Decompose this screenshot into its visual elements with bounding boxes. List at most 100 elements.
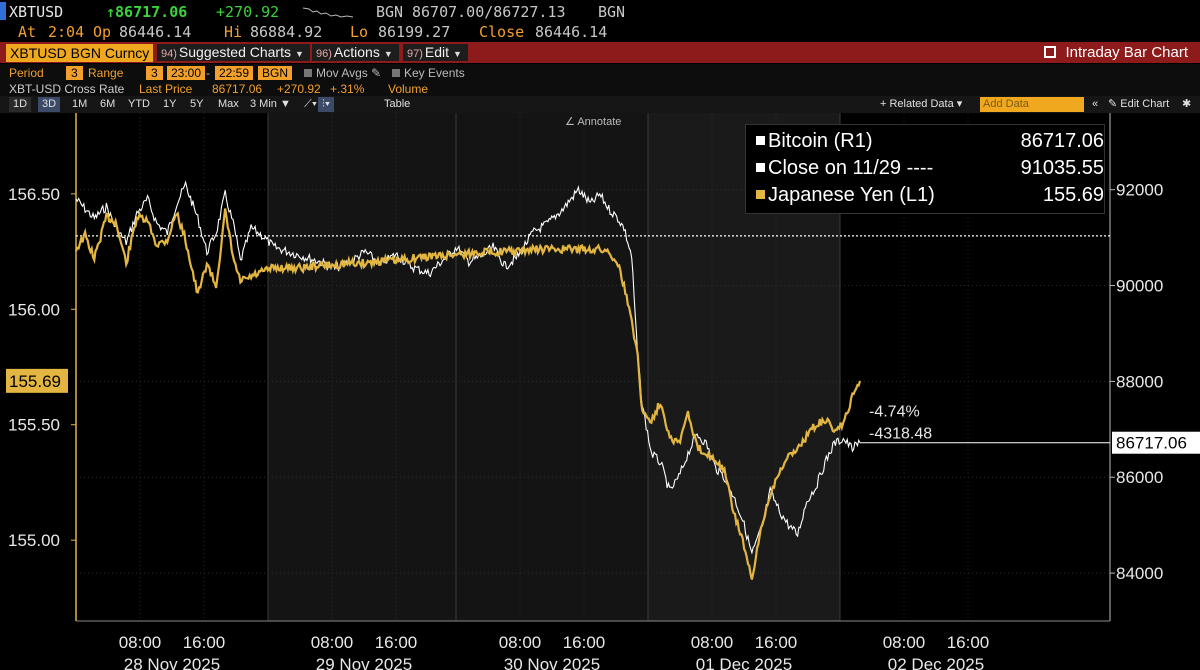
low-label: Lo [350, 23, 369, 41]
x-tick-label: 08:00 [691, 633, 734, 652]
menu-number: 96) [316, 48, 332, 60]
chevron-down-icon: ▼ [294, 49, 304, 59]
legend-item[interactable]: Close on 11/29 ---- 91035.55 [756, 157, 1104, 180]
mov-avgs-toggle[interactable]: Mov Avgs ✎ [304, 66, 381, 80]
high-label: Hi [224, 23, 243, 41]
chart-type-title[interactable]: Intraday Bar Chart [1044, 44, 1188, 61]
range-6m-button[interactable]: 6M [100, 98, 116, 110]
source-input[interactable]: BGN [258, 66, 293, 80]
range-to-input[interactable]: 22:59 [215, 66, 254, 80]
range-input[interactable]: 3 [146, 66, 163, 80]
period-input[interactable]: 3 [66, 66, 83, 80]
right-tick-label: 88000 [1116, 372, 1163, 391]
menu-label: Suggested Charts [178, 44, 291, 60]
interval-select[interactable]: 3 Min ▼ [250, 98, 291, 110]
last-price-label: Last Price [139, 82, 193, 96]
range-from-input[interactable]: 23:00 [167, 66, 206, 80]
ask-source: BGN [598, 3, 626, 21]
edit-chart-button[interactable]: ✎ Edit Chart [1104, 97, 1173, 112]
legend-value: 155.69 [1042, 184, 1104, 206]
range-5y-button[interactable]: 5Y [190, 98, 204, 110]
legend-label: Bitcoin (R1) [768, 130, 873, 152]
change-pct-label: -4.74% [869, 404, 920, 421]
candle-chart-icon[interactable]: ⫶▾ [318, 97, 335, 112]
add-data-input[interactable]: Add Data [980, 97, 1084, 112]
x-tick-label: 08:00 [311, 633, 354, 652]
range-1y-button[interactable]: 1Y [163, 98, 177, 110]
bitcoin-last-box [1112, 431, 1200, 454]
chart-type-label: Intraday Bar Chart [1065, 44, 1188, 61]
related-data-button[interactable]: + Related Data ▾ [880, 98, 963, 110]
period-label: Period [9, 66, 44, 80]
collapse-icon[interactable]: « [1092, 98, 1099, 110]
legend-swatch [756, 136, 765, 145]
range-1d-button[interactable]: 1D [9, 97, 32, 112]
date-label: 02 Dec 2025 [888, 655, 984, 670]
net-change: +270.92 [216, 3, 280, 21]
x-tick-label: 08:00 [119, 633, 162, 652]
pencil-icon: ∠ [565, 116, 575, 128]
legend-value: 91035.55 [1020, 157, 1104, 179]
security-color-marker [0, 2, 6, 20]
gear-icon[interactable]: ✱ [1182, 98, 1192, 110]
line-chart-icon[interactable]: ⟋▾ [304, 98, 318, 110]
x-tick-label: 16:00 [183, 633, 226, 652]
range-max-button[interactable]: Max [218, 98, 239, 110]
legend-value: 86717.06 [1020, 130, 1104, 152]
chart-area[interactable]: 156.50 156.00 155.50 155.00 92000 90000 88000 8… [0, 113, 1200, 670]
open-value: 86446.14 [119, 23, 192, 41]
wrench-icon: ✎ [1108, 98, 1118, 110]
legend-label: Japanese Yen (L1) [768, 184, 935, 206]
annotate-button[interactable]: ∠ Annotate [565, 115, 645, 129]
right-tick-label: 84000 [1116, 564, 1163, 583]
change-abs-label: -4318.48 [869, 426, 932, 443]
range-label: Range [88, 66, 124, 80]
bid-source: BGN [376, 3, 404, 21]
suggested-charts-menu[interactable]: 94) Suggested Charts ▼ [157, 44, 310, 61]
info-row: XBT-USD Cross Rate Last Price 86717.06 +… [0, 82, 1200, 96]
last-price: ↑86717.06 [106, 3, 188, 21]
external-link-icon [1044, 46, 1057, 58]
right-tick-label: 90000 [1116, 277, 1163, 296]
chevron-down-icon: ▼ [453, 49, 462, 59]
x-tick-label: 16:00 [947, 633, 990, 652]
table-button[interactable]: Table [384, 98, 411, 110]
command-toolbar: XBTUSD BGN Curncy 94) Suggested Charts ▼ 9… [0, 42, 1200, 63]
actions-menu[interactable]: 96) Actions ▼ [312, 44, 399, 61]
legend-item[interactable]: Bitcoin (R1) 86717.06 [756, 130, 1104, 153]
security-field[interactable]: XBTUSD BGN Curncy [6, 44, 154, 62]
range-3d-button[interactable]: 3D [38, 97, 61, 112]
edit-menu[interactable]: 97) Edit ▼ [403, 44, 468, 61]
info-pct-change: +.31% [330, 82, 365, 96]
legend-label: Close on 11/29 ---- [768, 157, 934, 179]
right-tick-label: 92000 [1116, 181, 1163, 200]
legend-item[interactable]: Japanese Yen (L1) 155.69 [756, 184, 1104, 207]
range-ytd-button[interactable]: YTD [128, 98, 150, 110]
range-bar: 1D 3D 1M 6M YTD 1Y 5Y Max 3 Min ▼ ⟋▾ ⫶▾ … [0, 96, 1200, 113]
left-tick-label: 156.00 [8, 300, 60, 319]
x-tick-label: 16:00 [375, 633, 418, 652]
close-label: Close [479, 23, 525, 41]
key-events-toggle[interactable]: Key Events [392, 66, 465, 80]
bitcoin-last-label: 86717.06 [1116, 434, 1187, 453]
instrument-name: XBT-USD Cross Rate [9, 82, 125, 96]
checkbox-icon [304, 69, 312, 77]
info-last-price: 86717.06 [212, 82, 263, 96]
annotate-label: Annotate [577, 116, 622, 128]
key-events-label: Key Events [404, 66, 465, 80]
left-tick-label: 156.50 [8, 185, 60, 204]
volume-label: Volume [388, 82, 429, 96]
legend-swatch [756, 190, 765, 199]
menu-number: 97) [407, 48, 423, 60]
x-tick-label: 08:00 [499, 633, 542, 652]
chart-svg: 156.50 156.00 155.50 155.00 92000 90000 88000 8… [6, 113, 1200, 670]
range-1m-button[interactable]: 1M [72, 98, 88, 110]
high-value: 86884.92 [250, 23, 323, 41]
ticker[interactable]: XBTUSD [9, 3, 64, 21]
weekend-shade [268, 113, 648, 621]
edit-chart-label: Edit Chart [1120, 98, 1170, 110]
yen-last-label: 155.69 [9, 372, 61, 391]
sparkline-icon [303, 7, 353, 18]
info-change: +270.92 [277, 82, 321, 96]
quote-header: XBTUSD ↑86717.06 +270.92 BGN 86707.00/86… [0, 0, 1200, 22]
